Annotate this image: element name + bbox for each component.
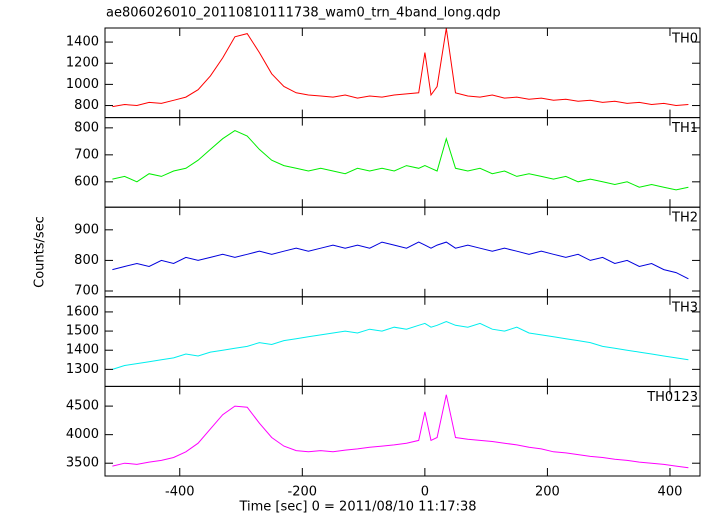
y-tick-label: 1600 xyxy=(66,304,99,319)
chart-title: ae806026010_20110810111738_wam0_trn_4ban… xyxy=(106,6,501,21)
y-tick-label: 900 xyxy=(74,222,99,237)
panel-label: TH3 xyxy=(671,300,698,315)
panel-label: TH0 xyxy=(671,32,698,47)
y-tick-label: 700 xyxy=(74,147,99,162)
y-axis-label: Counts/sec xyxy=(33,216,48,288)
x-axis-label: Time [sec] 0 = 2011/08/10 11:17:38 xyxy=(238,500,476,515)
panel-frame xyxy=(104,385,701,477)
y-tick-label: 1400 xyxy=(66,35,99,50)
y-tick-label: 800 xyxy=(74,98,99,113)
x-tick-label: -200 xyxy=(288,485,318,500)
panel-label: TH1 xyxy=(671,121,698,136)
y-tick-label: 800 xyxy=(74,253,99,268)
x-tick-label: -400 xyxy=(165,485,195,500)
y-tick-label: 800 xyxy=(74,120,99,135)
panel-label: TH2 xyxy=(671,211,698,226)
y-tick-label: 1500 xyxy=(66,324,99,339)
x-tick-label: 0 xyxy=(421,485,429,500)
y-tick-label: 1200 xyxy=(66,56,99,71)
series-line xyxy=(112,130,689,191)
series-line xyxy=(112,320,689,370)
series-line xyxy=(112,28,689,108)
panel-label: TH0123 xyxy=(646,390,698,405)
y-tick-label: 4000 xyxy=(66,427,99,442)
y-tick-label: 3500 xyxy=(66,456,99,471)
y-tick-label: 4500 xyxy=(66,399,99,414)
series-line xyxy=(112,241,689,280)
x-tick-label: 200 xyxy=(535,485,560,500)
y-tick-label: 1400 xyxy=(66,343,99,358)
series-line xyxy=(112,394,689,469)
y-tick-label: 600 xyxy=(74,174,99,189)
y-tick-label: 700 xyxy=(74,283,99,298)
x-tick-label: 400 xyxy=(658,485,683,500)
y-tick-label: 1300 xyxy=(66,362,99,377)
y-tick-label: 1000 xyxy=(66,77,99,92)
